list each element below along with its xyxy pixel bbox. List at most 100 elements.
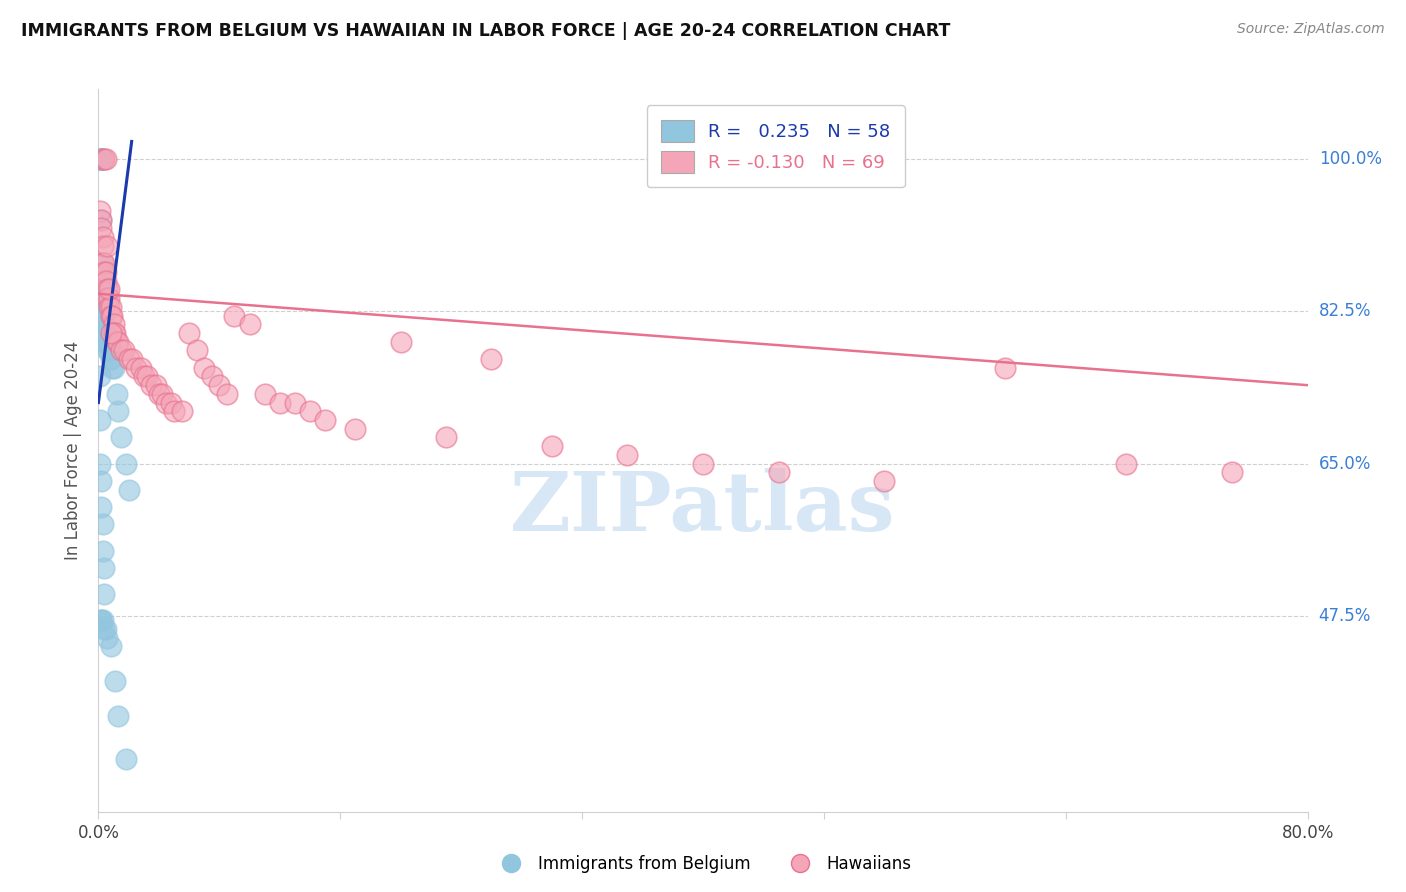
Point [89, 152, 111, 166]
Point [90, 212, 112, 227]
Point [193, 360, 215, 375]
Point [90, 274, 112, 288]
Point [94, 274, 117, 288]
Point [141, 378, 163, 392]
Point [98, 291, 121, 305]
Point [114, 752, 136, 766]
Point [314, 413, 336, 427]
Point [105, 387, 128, 401]
Point [89, 152, 111, 166]
Point [434, 430, 457, 444]
Point [269, 395, 291, 409]
Point [90, 256, 112, 270]
Point [103, 317, 125, 331]
Point [90, 152, 112, 166]
Point [101, 360, 124, 375]
Point [94, 152, 117, 166]
Point [1220, 465, 1243, 479]
Point [107, 334, 129, 349]
Point [186, 343, 208, 358]
Point [150, 387, 173, 401]
Point [224, 309, 246, 323]
Point [692, 457, 714, 471]
Point [93, 334, 115, 349]
Point [89, 152, 111, 166]
Point [89, 413, 111, 427]
Point [145, 378, 167, 392]
Point [91, 152, 114, 166]
Point [90, 474, 112, 488]
Point [90, 500, 112, 514]
Point [107, 709, 129, 723]
Point [98, 282, 121, 296]
Point [101, 309, 124, 323]
Text: 65.0%: 65.0% [1319, 455, 1371, 473]
Point [89, 152, 111, 166]
Legend: R =   0.235   N = 58, R = -0.130   N = 69: R = 0.235 N = 58, R = -0.130 N = 69 [647, 105, 904, 187]
Point [481, 352, 503, 367]
Text: 100.0%: 100.0% [1319, 150, 1382, 168]
Point [160, 395, 183, 409]
Point [170, 404, 193, 418]
Point [110, 430, 132, 444]
Point [100, 352, 122, 367]
Point [118, 352, 141, 367]
Y-axis label: In Labor Force | Age 20-24: In Labor Force | Age 20-24 [63, 341, 82, 560]
Point [344, 422, 367, 436]
Point [91, 613, 114, 627]
Point [94, 265, 117, 279]
Point [91, 317, 114, 331]
Point [118, 483, 141, 497]
Point [90, 152, 112, 166]
Point [90, 300, 112, 314]
Point [768, 465, 790, 479]
Point [90, 212, 112, 227]
Point [163, 404, 186, 418]
Point [94, 622, 117, 636]
Point [100, 640, 122, 654]
Point [94, 326, 117, 340]
Point [96, 291, 118, 305]
Point [93, 326, 115, 340]
Point [148, 387, 170, 401]
Point [90, 221, 112, 235]
Point [90, 613, 112, 627]
Point [89, 369, 111, 384]
Point [91, 230, 114, 244]
Point [100, 300, 122, 314]
Point [616, 448, 638, 462]
Point [284, 395, 307, 409]
Point [91, 256, 114, 270]
Point [540, 439, 562, 453]
Point [91, 326, 114, 340]
Point [129, 360, 152, 375]
Point [873, 474, 896, 488]
Text: IMMIGRANTS FROM BELGIUM VS HAWAIIAN IN LABOR FORCE | AGE 20-24 CORRELATION CHART: IMMIGRANTS FROM BELGIUM VS HAWAIIAN IN L… [21, 22, 950, 40]
Point [114, 457, 136, 471]
Point [104, 674, 127, 689]
Point [93, 622, 115, 636]
Point [103, 326, 125, 340]
Point [100, 309, 122, 323]
Point [89, 152, 111, 166]
Point [215, 387, 238, 401]
Point [96, 631, 118, 645]
Point [105, 334, 128, 349]
Text: 47.5%: 47.5% [1319, 607, 1371, 625]
Point [89, 152, 111, 166]
Point [103, 360, 125, 375]
Point [389, 334, 412, 349]
Point [91, 309, 114, 323]
Point [90, 613, 112, 627]
Point [98, 300, 121, 314]
Point [96, 282, 118, 296]
Point [994, 360, 1017, 375]
Text: Source: ZipAtlas.com: Source: ZipAtlas.com [1237, 22, 1385, 37]
Point [91, 543, 114, 558]
Point [100, 343, 122, 358]
Point [89, 152, 111, 166]
Point [121, 352, 143, 367]
Point [91, 300, 114, 314]
Point [179, 326, 201, 340]
Text: ZIPatlas: ZIPatlas [510, 468, 896, 549]
